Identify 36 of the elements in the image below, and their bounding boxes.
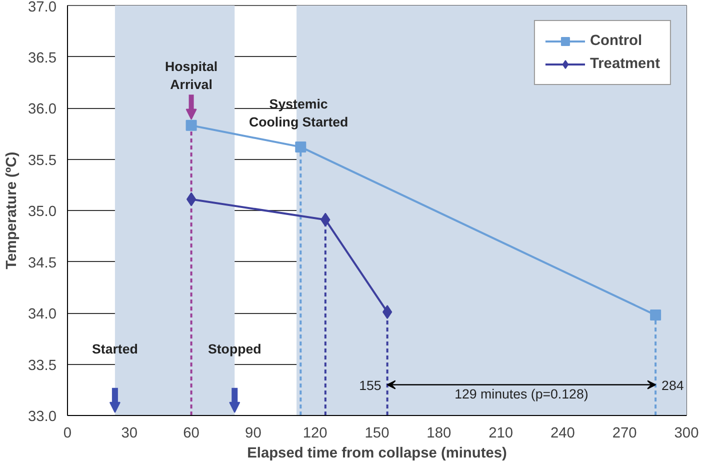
- y-tick-label: 35.5: [28, 152, 57, 169]
- point: [650, 310, 662, 321]
- point: [186, 120, 197, 131]
- point: [295, 141, 306, 152]
- annotation: Hospital Arrival: [165, 58, 218, 92]
- y-tick-label: 33.5: [28, 358, 57, 374]
- annotation: 155: [359, 378, 382, 393]
- y-tick-label: 36.5: [28, 50, 57, 66]
- x-tick-label: 180: [426, 426, 452, 442]
- x-axis-title: Elapsed time from collapse (minutes): [247, 446, 508, 462]
- x-tick-label: 210: [488, 426, 514, 442]
- x-tick-label: 300: [674, 426, 699, 442]
- legend-label: Treatment: [590, 56, 660, 72]
- y-tick-label: 37.0: [28, 0, 57, 16]
- x-tick-label: 60: [183, 426, 200, 442]
- y-tick-label: 34.5: [28, 255, 57, 272]
- y-tick-label: 33.0: [28, 409, 57, 425]
- x-tick-label: 240: [550, 426, 575, 442]
- x-tick-label: 120: [302, 426, 328, 442]
- x-tick-label: 270: [612, 426, 637, 442]
- x-tick-label: 150: [364, 426, 390, 442]
- annotation: 129 minutes (p=0.128): [454, 386, 588, 402]
- annotation: 284: [662, 378, 684, 393]
- y-tick-label: 34.0: [28, 306, 57, 322]
- annotation: Systemic Cooling Started: [248, 96, 348, 130]
- point: [382, 304, 392, 319]
- x-tick-label: 0: [63, 426, 72, 442]
- y-axis-title: Temperature (ºC): [4, 152, 20, 270]
- annotation: Stopped: [208, 341, 262, 356]
- point: [186, 192, 196, 206]
- annotation: Started: [92, 341, 138, 356]
- legend-label: Control: [590, 33, 642, 49]
- y-tick-label: 35.0: [28, 204, 57, 220]
- x-tick-label: 30: [121, 426, 138, 442]
- x-tick-label: 90: [245, 426, 262, 442]
- y-tick-label: 36.0: [28, 102, 57, 118]
